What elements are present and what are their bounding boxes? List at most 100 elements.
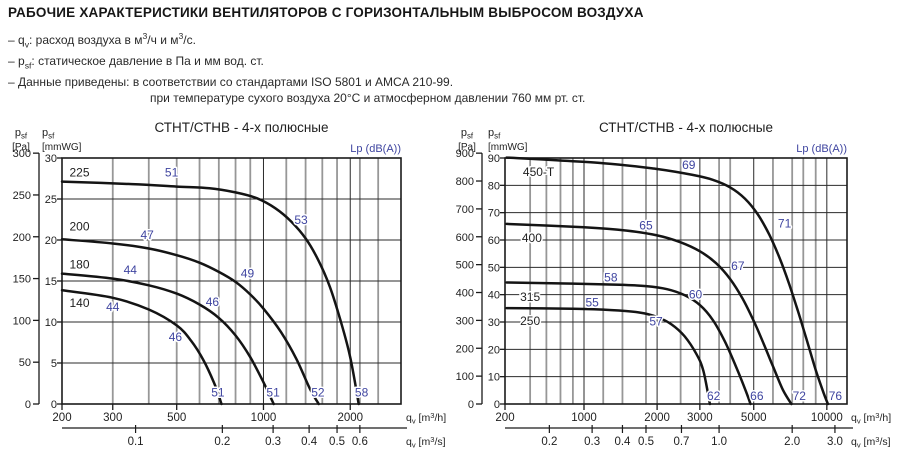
noise-level-label: 51 xyxy=(266,385,280,399)
mmwg-axis-head: psf xyxy=(42,127,55,141)
noise-level-label: 52 xyxy=(311,385,325,399)
curve-225 xyxy=(60,180,360,406)
pa-tick-label: 100 xyxy=(456,371,474,383)
x-tick-label: 1000 xyxy=(571,412,597,424)
noise-level-label: 58 xyxy=(604,271,618,285)
pa-tick-label: 300 xyxy=(13,148,31,160)
pa-tick-label: 300 xyxy=(456,315,474,327)
x-tick-label: 2000 xyxy=(644,412,670,424)
size-label-140: 140 xyxy=(69,296,89,310)
x-tick-label: 200 xyxy=(52,412,71,424)
x2-tick-label: 1.0 xyxy=(711,436,727,448)
noise-level-label: 55 xyxy=(585,296,599,310)
noise-level-label: 69 xyxy=(682,158,696,172)
x-tick-label: 2000 xyxy=(337,412,363,424)
noise-level-label: 53 xyxy=(294,213,308,227)
page-title: РАБОЧИЕ ХАРАКТЕРИСТИКИ ВЕНТИЛЯТОРОВ С ГО… xyxy=(8,5,644,20)
mmwg-tick-label: 90 xyxy=(488,153,500,165)
x2-tick-label: 0.3 xyxy=(584,436,600,448)
mmwg-tick-label: 60 xyxy=(488,235,500,247)
noise-level-label: 58 xyxy=(355,385,369,399)
mmwg-axis-head: psf xyxy=(488,127,501,141)
x2-tick-label: 0.3 xyxy=(265,436,281,448)
mmwg-tick-label: 10 xyxy=(45,317,57,329)
pa-tick-label: 700 xyxy=(456,204,474,216)
x2-tick-label: 0.5 xyxy=(638,436,654,448)
pa-tick-label: 900 xyxy=(456,148,474,160)
pa-tick-label: 0 xyxy=(25,399,31,411)
pa-axis-head: psf xyxy=(15,127,28,141)
noise-level-label: 51 xyxy=(211,385,225,399)
mmwg-tick-label: 15 xyxy=(45,276,57,288)
x2-tick-label: 0.2 xyxy=(214,436,230,448)
pa-axis-unit: [Pa] xyxy=(12,142,30,153)
noise-level-label: 47 xyxy=(141,228,155,242)
pa-tick-label: 50 xyxy=(19,357,31,369)
x-axis-unit-m3h: qv [m3/h] xyxy=(851,411,891,426)
curve-400 xyxy=(505,222,793,406)
x-tick-label: 10000 xyxy=(811,412,843,424)
noise-level-label: 49 xyxy=(241,267,255,281)
x2-tick-label: 0.2 xyxy=(541,436,557,448)
x2-tick-label: 0.4 xyxy=(301,436,318,448)
noise-level-label: 62 xyxy=(707,389,721,403)
mmwg-tick-label: 25 xyxy=(45,194,57,206)
x-axis-unit-m3s: qv [m3/s] xyxy=(406,435,446,450)
pa-tick-label: 200 xyxy=(456,343,474,355)
pa-tick-label: 250 xyxy=(13,190,31,202)
noise-level-label: 44 xyxy=(124,263,138,277)
pa-tick-label: 200 xyxy=(13,232,31,244)
mmwg-tick-label: 50 xyxy=(488,262,500,274)
size-label-250: 250 xyxy=(520,314,540,328)
lp-db-label: Lp (dB(A)) xyxy=(796,143,847,155)
pa-tick-label: 800 xyxy=(456,176,474,188)
curve-450-T xyxy=(505,156,830,406)
x-tick-label: 300 xyxy=(103,412,122,424)
noise-level-label: 65 xyxy=(639,219,653,233)
curve-200 xyxy=(60,238,320,406)
x-tick-label: 500 xyxy=(167,412,186,424)
noise-level-label: 76 xyxy=(829,389,843,403)
size-label-200: 200 xyxy=(69,220,89,234)
curve-180 xyxy=(60,272,275,406)
pa-tick-label: 0 xyxy=(468,399,474,411)
size-label-315: 315 xyxy=(520,290,540,304)
mmwg-tick-label: 20 xyxy=(45,235,57,247)
x2-tick-label: 2.0 xyxy=(784,436,800,448)
noise-level-label: 66 xyxy=(750,389,764,403)
size-label-450-T: 450-T xyxy=(523,165,555,179)
pa-tick-label: 400 xyxy=(456,288,474,300)
chart-title: СТНТ/СТНВ - 4-х полюсные xyxy=(154,120,328,135)
x-tick-label: 1000 xyxy=(251,412,277,424)
noise-level-label: 44 xyxy=(106,300,120,314)
mmwg-tick-label: 80 xyxy=(488,180,500,192)
noise-level-label: 51 xyxy=(165,165,179,179)
pa-tick-label: 600 xyxy=(456,232,474,244)
x-tick-label: 5000 xyxy=(741,412,767,424)
pa-tick-label: 150 xyxy=(13,274,31,286)
x2-tick-label: 0.7 xyxy=(673,436,689,448)
x2-tick-label: 0.4 xyxy=(614,436,631,448)
bullet-line: – qv: расход воздуха в м3/ч и м3/с. xyxy=(8,31,196,50)
mmwg-tick-label: 5 xyxy=(51,358,57,370)
size-label-180: 180 xyxy=(69,257,89,271)
mmwg-tick-label: 30 xyxy=(45,153,57,165)
mmwg-tick-label: 70 xyxy=(488,208,500,220)
x-axis-unit-m3h: qv [m3/h] xyxy=(406,411,446,426)
mmwg-tick-label: 0 xyxy=(494,399,500,411)
bullet-list: – qv: расход воздуха в м3/ч и м3/с. – psf… xyxy=(8,28,585,107)
noise-level-label: 57 xyxy=(649,314,663,328)
x2-tick-label: 0.5 xyxy=(329,436,345,448)
x-tick-label: 3000 xyxy=(687,412,713,424)
noise-level-label: 71 xyxy=(778,216,792,230)
mmwg-tick-label: 10 xyxy=(488,372,500,384)
pa-axis-unit: [Pa] xyxy=(458,142,476,153)
pa-axis-head: psf xyxy=(461,127,474,141)
size-label-400: 400 xyxy=(522,231,542,245)
pa-tick-label: 500 xyxy=(456,260,474,272)
curve-140 xyxy=(60,289,223,406)
